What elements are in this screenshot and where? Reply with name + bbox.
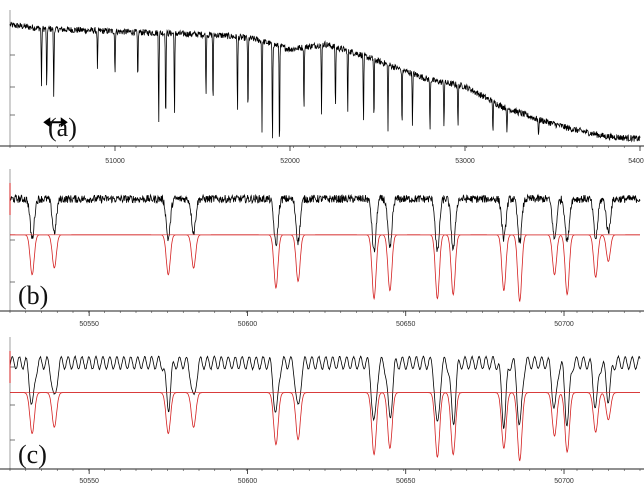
x-tick-label: 50550 xyxy=(79,478,99,485)
observed-spectrum-line xyxy=(9,21,641,143)
x-tick-label: 50550 xyxy=(79,321,99,328)
x-tick-label: 50650 xyxy=(396,321,416,328)
x-tick-label: 50700 xyxy=(554,321,574,328)
x-tick-label: 50700 xyxy=(554,478,574,485)
model-spectrum-line xyxy=(10,234,640,303)
x-tick-label: 50650 xyxy=(396,478,416,485)
x-tick-label: 5400 xyxy=(628,158,644,165)
panel-a-label: (a) xyxy=(48,113,77,142)
x-tick-label: 52000 xyxy=(280,158,300,165)
observed-spectrum-line xyxy=(9,193,641,253)
panel-c-label: (c) xyxy=(18,440,47,469)
x-tick-label: 51000 xyxy=(105,158,125,165)
double-arrow-icon xyxy=(43,117,68,128)
panel-c: 50550 50600 50650 50700 (c) xyxy=(0,337,644,485)
panel-b-label: (b) xyxy=(18,281,48,310)
panel-b: 50550 50600 50650 50700 (b) xyxy=(0,169,644,328)
panel-a: 51000 52000 53000 5400 (a) xyxy=(0,10,644,165)
x-tick-label: 50600 xyxy=(238,321,258,328)
model-spectrum-line xyxy=(10,392,640,462)
x-tick-label: 53000 xyxy=(455,158,475,165)
x-tick-label: 50600 xyxy=(238,478,258,485)
observed-spectrum-line xyxy=(9,354,641,429)
